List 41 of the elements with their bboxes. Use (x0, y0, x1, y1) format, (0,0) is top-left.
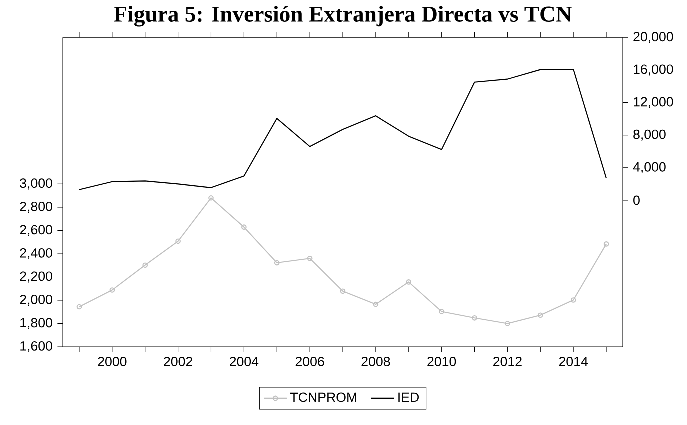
y-tick-label: 2,600 (20, 225, 52, 236)
x-tick-label: 2000 (98, 357, 127, 366)
y-tick-label: 1,800 (20, 318, 52, 330)
y2-tick-label: 12,000 (634, 97, 674, 108)
point (373, 302, 379, 308)
y-tick-label: 1,600 (20, 341, 52, 353)
point (307, 256, 313, 262)
point (340, 288, 346, 294)
y-tick-label: 2,400 (20, 248, 52, 260)
y-tick-label: 3,000 (20, 178, 52, 190)
point (208, 195, 214, 201)
line-series (78, 68, 608, 190)
legend-label: IED (398, 392, 420, 402)
point (406, 280, 412, 285)
point (242, 224, 247, 230)
x-tick-label: 2006 (296, 357, 324, 366)
x-tick-label: 2012 (494, 357, 522, 366)
y2-tick-label: 16,000 (634, 64, 674, 76)
point (570, 298, 576, 303)
y2-tick-label: 8,000 (634, 130, 666, 141)
legend-label: TCNPROM (290, 392, 356, 402)
point (505, 321, 510, 326)
x-tick-label: 2002 (164, 357, 192, 366)
y-tick-label: 2,800 (20, 202, 52, 213)
point (110, 288, 116, 293)
point (472, 315, 478, 321)
y2-tick-label: 20,000 (634, 32, 674, 44)
y2-tick-label: 4,000 (633, 162, 666, 174)
chart-title: Figura 5: Inversión Extranjera Directa vs TCN (114, 6, 572, 27)
x-tick-label: 2014 (559, 357, 588, 366)
point (439, 309, 444, 314)
x-tick-label: 2010 (428, 357, 456, 366)
x-tick-label: 2004 (230, 357, 259, 366)
point (142, 262, 148, 268)
y-tick-label: 2,000 (20, 294, 52, 306)
point (538, 312, 544, 318)
x-tick-label: 2008 (362, 357, 390, 366)
point (274, 260, 280, 266)
y-tick-label: 2,200 (20, 272, 52, 283)
y2-tick-label: 0 (634, 196, 640, 206)
point (176, 238, 181, 244)
